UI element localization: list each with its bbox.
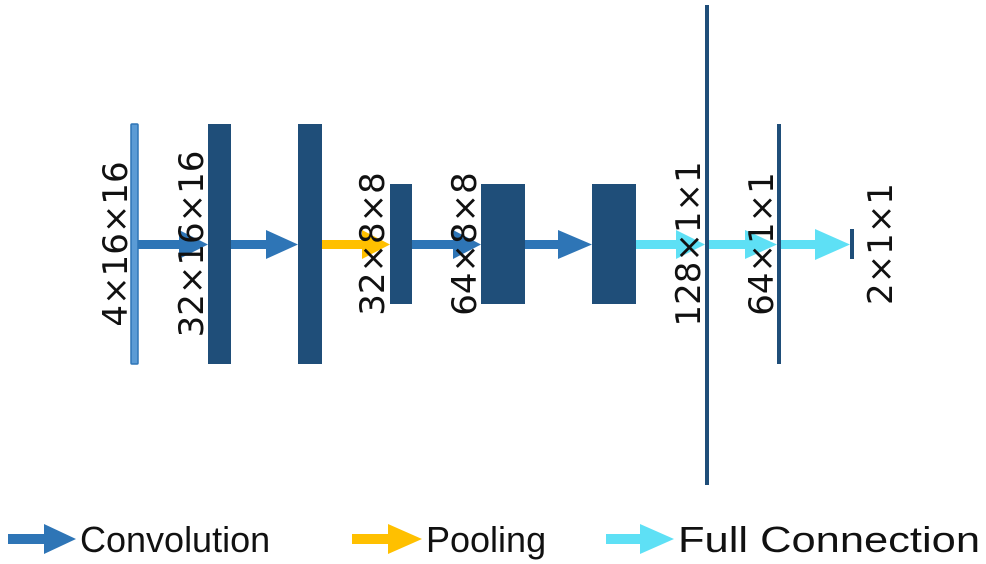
arrow-conv2-to-pool1: [322, 230, 390, 259]
layer-output: [850, 229, 854, 259]
label-conv3: 64×8×8: [445, 172, 485, 316]
layer-pool1: [390, 184, 412, 304]
arrow-conv1-to-conv2: [231, 230, 298, 259]
legend-label-pooling: Pooling: [426, 519, 546, 560]
layer-conv3: [481, 184, 525, 304]
legend-item-convolution: Convolution: [8, 519, 270, 560]
arrow-pool1-to-conv3: [412, 230, 481, 259]
legend: Convolution Pooling Full Connection: [8, 519, 980, 560]
label-input: 4×16×16: [96, 161, 136, 326]
arrow-conv3-to-conv4: [525, 230, 592, 259]
layer-conv1: [208, 124, 231, 364]
label-fc1: 128×1×1: [669, 161, 709, 326]
label-fc2: 64×1×1: [742, 172, 782, 316]
layer-conv2: [298, 124, 322, 364]
legend-item-pooling: Pooling: [352, 519, 546, 560]
label-output: 2×1×1: [861, 183, 901, 305]
label-conv1: 32×16×16: [172, 151, 212, 338]
arrow-input-to-conv1: [138, 230, 208, 259]
arrow-fc2-to-output: [781, 229, 850, 260]
legend-label-convolution: Convolution: [80, 519, 270, 560]
dimension-labels: 4×16×16 32×16×16 32×8×8 64×8×8 128×1×1 6…: [96, 151, 901, 338]
layer-conv4: [592, 184, 636, 304]
layer-fc1: [705, 5, 709, 485]
arrow-conv4-to-fc1: [636, 230, 705, 259]
legend-arrow-full-connection: [606, 524, 674, 554]
connections: [138, 229, 850, 260]
label-pool1: 32×8×8: [353, 172, 393, 316]
layers: [130, 5, 854, 485]
layer-fc2: [777, 124, 781, 364]
legend-item-full-connection: Full Connection: [606, 519, 980, 560]
arrow-fc1-to-fc2: [709, 230, 777, 259]
legend-label-full-connection: Full Connection: [678, 519, 980, 560]
legend-arrow-convolution: [8, 524, 76, 554]
legend-arrow-pooling: [352, 524, 422, 554]
